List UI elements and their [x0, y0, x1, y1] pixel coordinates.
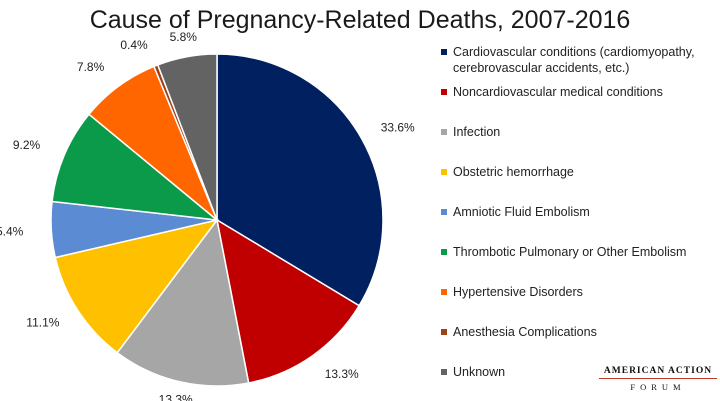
- legend-label: Obstetric hemorrhage: [453, 165, 574, 179]
- slice-percent-label: 5.4%: [0, 224, 24, 238]
- legend-label: Hypertensive Disorders: [453, 285, 583, 299]
- pie-slice-2: [215, 218, 361, 384]
- slice-percent-label: 33.6%: [381, 121, 415, 135]
- pie-labels: 33.6% 13.3% 13.3% 11.1% 5.4% 9.2% 7.8% 0.4% 5.8%: [0, 30, 415, 401]
- legend-label: Unknown: [453, 365, 506, 379]
- legend-item: Noncardiovascular medical conditions: [441, 84, 716, 100]
- legend-swatch: [441, 289, 447, 295]
- legend-item: Obstetric hemorrhage: [441, 164, 716, 180]
- legend-swatch: [441, 369, 447, 375]
- pie-slice-3: [116, 218, 250, 387]
- legend-swatch: [441, 49, 447, 55]
- logo-line-1: AMERICAN ACTION: [599, 366, 717, 379]
- american-action-forum-logo: AMERICAN ACTION FORUM: [599, 366, 717, 396]
- legend-item: Thrombotic Pulmonary or Other Embolism: [441, 244, 716, 260]
- legend-label: Thrombotic Pulmonary or Other Embolism: [453, 245, 687, 259]
- legend-swatch: [441, 129, 447, 135]
- legend-label: Cardiovascular conditions (cardiomyopath…: [453, 45, 695, 75]
- legend-swatch: [441, 169, 447, 175]
- slice-percent-label: 5.8%: [170, 30, 198, 44]
- pie-slices: [50, 53, 384, 387]
- chart-title: Cause of Pregnancy-Related Deaths, 2007-…: [89, 6, 631, 34]
- legend-swatch: [441, 249, 447, 255]
- pie-slice-6: [51, 113, 220, 222]
- slice-percent-label: 11.1%: [26, 316, 59, 330]
- legend-swatch: [441, 209, 447, 215]
- legend-label: Anesthesia Complications: [453, 325, 597, 339]
- legend-label: Infection: [453, 125, 501, 139]
- slice-percent-label: 13.3%: [325, 367, 359, 381]
- legend-swatch: [441, 329, 447, 335]
- legend-item: Infection: [441, 124, 716, 140]
- legend-item: Anesthesia Complications: [441, 324, 716, 340]
- slice-percent-label: 13.3%: [159, 392, 193, 401]
- logo-line-2: FORUM: [630, 382, 686, 392]
- pie-slice-1: [216, 53, 384, 307]
- legend-item: Hypertensive Disorders: [441, 284, 716, 300]
- legend-label: Amniotic Fluid Embolism: [453, 205, 590, 219]
- pie-slice-4: [54, 218, 219, 354]
- legend-item: Amniotic Fluid Embolism: [441, 204, 716, 220]
- slice-percent-label: 0.4%: [120, 38, 148, 52]
- slice-percent-label: 7.8%: [77, 60, 105, 74]
- legend-item: Cardiovascular conditions (cardiomyopath…: [441, 44, 716, 76]
- legend-swatch: [441, 89, 447, 95]
- pie-slice-9: [156, 53, 218, 221]
- legend-item: Unknown: [441, 364, 716, 380]
- slice-percent-label: 9.2%: [13, 138, 41, 152]
- legend-label: Noncardiovascular medical conditions: [453, 85, 663, 99]
